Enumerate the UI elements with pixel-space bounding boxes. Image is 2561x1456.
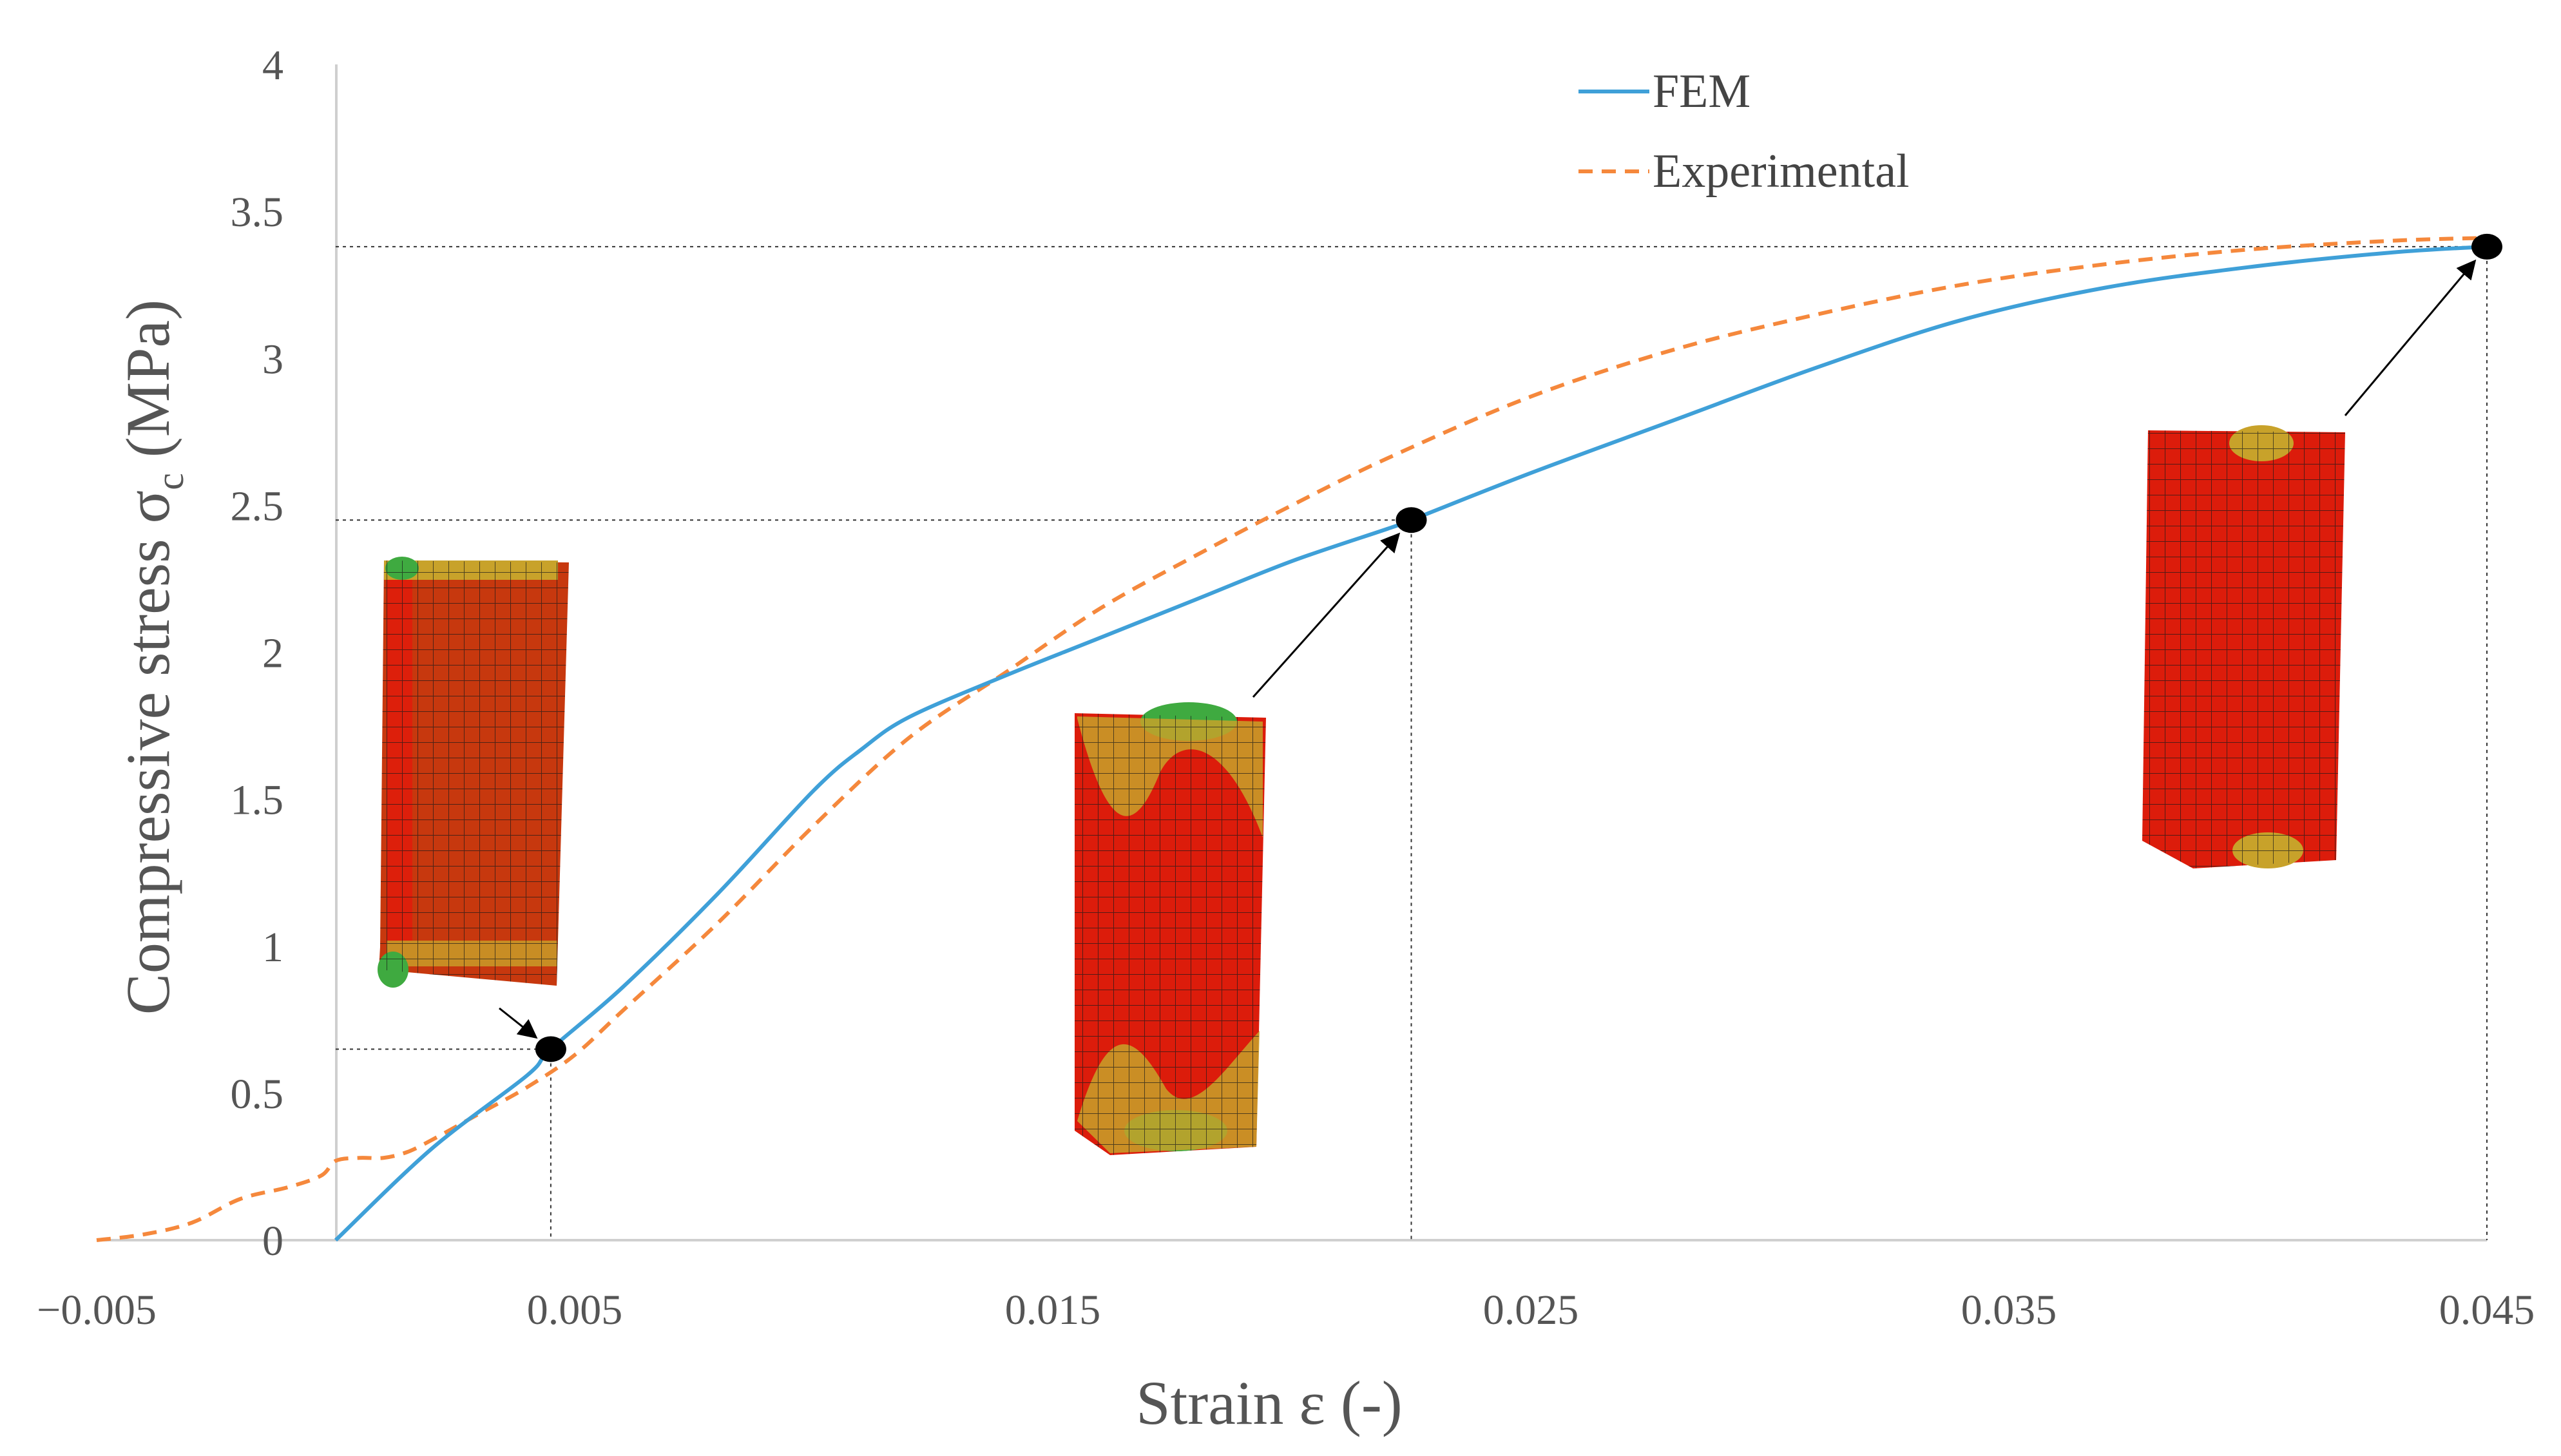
x-tick-label: 0.005 — [527, 1287, 623, 1334]
x-tick-label: 0.015 — [1005, 1287, 1101, 1334]
y-axis-title-unit: (MPa) — [113, 300, 182, 473]
tick-labels: −0.005 0.005 0.015 0.025 0.035 0.045 0 0.5 1 1.5 2… — [37, 42, 2535, 1334]
y-tick-label: 4 — [262, 42, 283, 89]
x-tick-label: 0.025 — [1483, 1287, 1579, 1334]
fem-contour-inset-3 — [2142, 425, 2345, 868]
series-line-fem — [334, 244, 2488, 1242]
y-tick-label: 0.5 — [231, 1071, 284, 1118]
y-tick-label: 1 — [262, 924, 283, 971]
y-tick-label: 2.5 — [231, 483, 284, 530]
point-marker — [1396, 507, 1427, 533]
series-layer — [96, 236, 2488, 1242]
fem-contour-inset-1 — [378, 557, 569, 988]
annotation-arrows — [499, 259, 2477, 1039]
y-tick-label: 3 — [262, 336, 283, 383]
y-tick-label: 0 — [262, 1218, 283, 1265]
y-tick-label: 2 — [262, 630, 283, 677]
y-tick-label: 1.5 — [231, 777, 284, 824]
legend: FEM Experimental — [1578, 65, 1910, 198]
x-tick-label: 0.045 — [2439, 1287, 2535, 1334]
annotation-arrow — [2344, 259, 2477, 416]
legend-experimental-label: Experimental — [1653, 145, 1910, 198]
x-tick-label: −0.005 — [37, 1287, 157, 1334]
point-markers — [535, 233, 2502, 1062]
series-line-experimental — [96, 236, 2488, 1242]
y-axis-title: Compressive stress σc (MPa) — [113, 300, 191, 1015]
fem-contour-inset-2 — [1075, 702, 1266, 1155]
x-tick-label: 0.035 — [1961, 1287, 2057, 1334]
legend-fem-label: FEM — [1653, 65, 1750, 118]
point-marker — [535, 1036, 566, 1062]
y-axis-title-subscript: c — [149, 473, 191, 490]
annotation-arrow — [1252, 532, 1401, 698]
y-tick-label: 3.5 — [231, 189, 284, 236]
guide-lines — [336, 245, 2488, 1240]
y-axis-title-main: Compressive stress σ — [113, 490, 182, 1015]
point-marker — [2471, 233, 2502, 260]
annotation-arrow — [499, 1007, 538, 1039]
x-axis-title: Strain ε (-) — [1136, 1368, 1403, 1437]
